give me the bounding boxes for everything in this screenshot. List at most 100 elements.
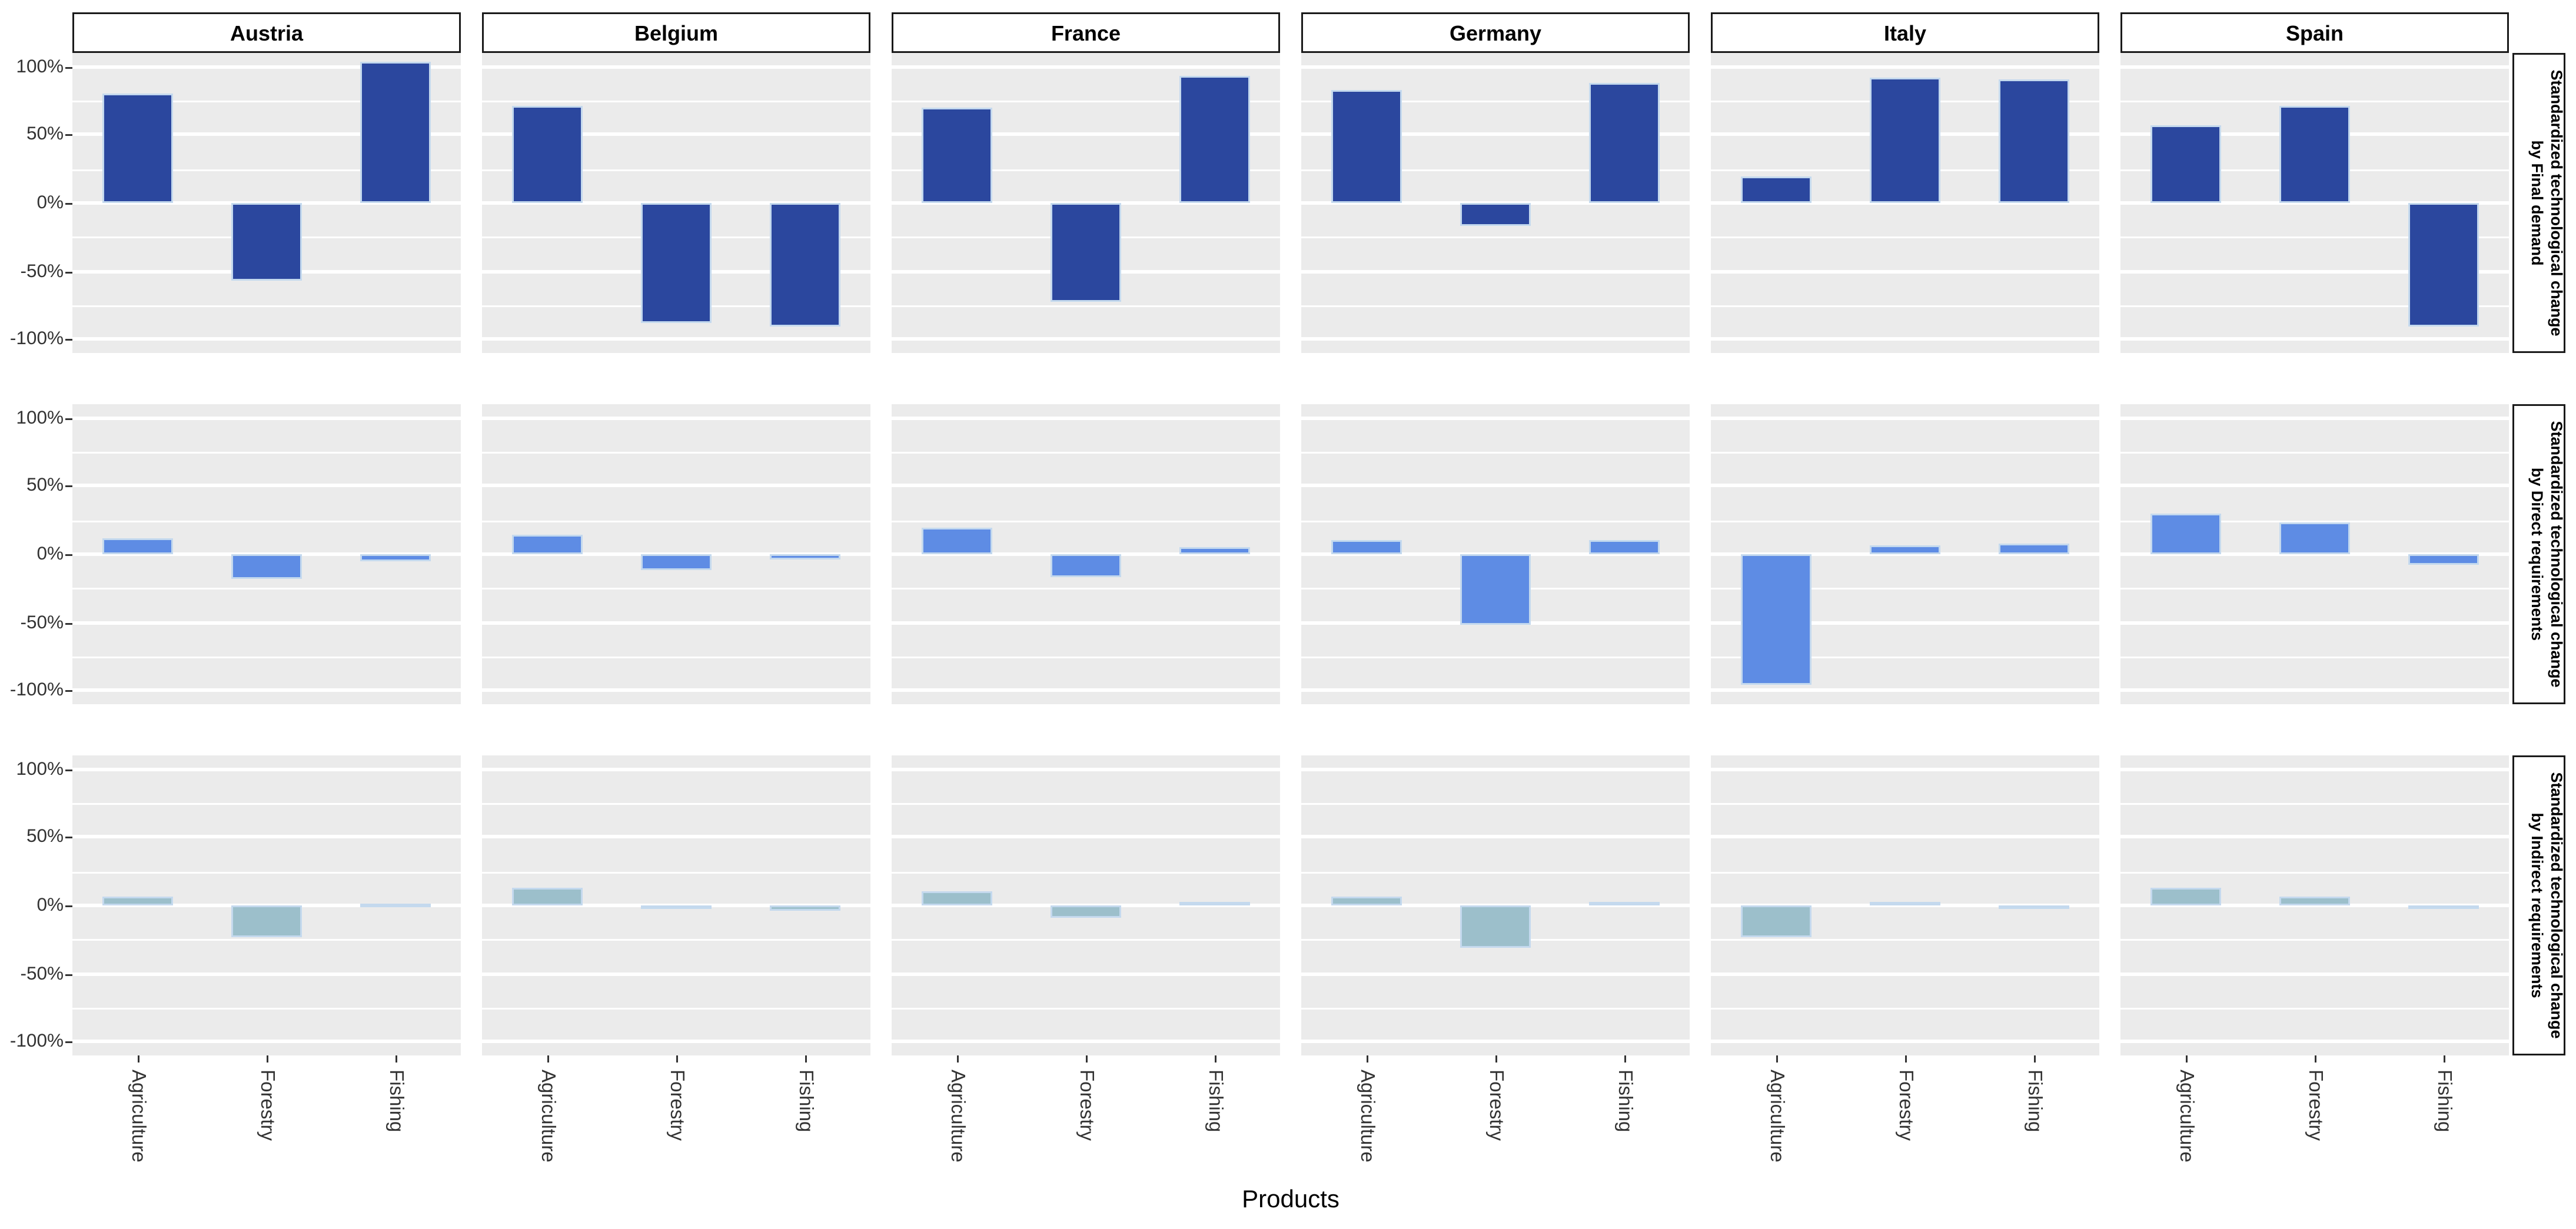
y-tick-mark [65,418,72,420]
facet-strip-label: Germany [1449,20,1542,45]
y-tick-mark [65,769,72,771]
major-gridline [1711,552,2099,556]
major-gridline [1301,484,1690,488]
x-tick-mark [1775,1055,1777,1063]
major-gridline [72,767,461,771]
y-tick-label: 50% [26,827,64,848]
major-gridline [1301,835,1690,840]
minor-gridline [2120,939,2509,941]
bar-france-forestry [1051,554,1121,578]
facet-strip-spain: Spain [2120,12,2509,53]
major-gridline [482,416,870,420]
x-tick-mark [137,1055,139,1063]
major-gridline [1301,416,1690,420]
major-gridline [1711,971,2099,975]
x-tick-mark [2444,1055,2446,1063]
x-tick-mark [1215,1055,1217,1063]
major-gridline [482,484,870,488]
bar-austria-forestry [231,203,302,281]
y-tick-mark [65,486,72,488]
major-gridline [1301,767,1690,771]
facet-strip-label: France [1051,20,1121,45]
minor-gridline [2120,452,2509,454]
facet-panel-germany-row1 [1301,53,1690,353]
minor-gridline [1301,520,1690,522]
minor-gridline [1301,803,1690,805]
major-gridline [1301,65,1690,69]
major-gridline [482,971,870,975]
facet-panel-italy-row2 [1711,404,2099,704]
major-gridline [482,767,870,771]
bar-france-forestry [1051,203,1121,301]
minor-gridline [892,871,1280,874]
major-gridline [482,620,870,624]
facet-strip-row-label: Standardized technological change by Dire… [2512,404,2566,704]
y-tick-mark [65,837,72,840]
minor-gridline [72,101,461,103]
minor-gridline [892,656,1280,658]
minor-gridline [1301,452,1690,454]
facet-panel-germany-row2 [1301,404,1690,704]
y-tick-label: -50% [20,962,64,984]
minor-gridline [482,520,870,522]
strip-label-line1: Standardized technological change [2548,772,2565,1039]
x-tick-label-forestry: Forestry [256,1070,277,1141]
minor-gridline [482,871,870,874]
major-gridline [2120,552,2509,556]
x-tick-mark [676,1055,678,1063]
facet-panel-belgium-row1 [482,53,870,353]
x-tick-label-forestry: Forestry [2304,1070,2325,1141]
minor-gridline [72,871,461,874]
minor-gridline [482,656,870,658]
minor-gridline [2120,803,2509,805]
bar-austria-fishing [360,62,431,203]
x-axis-title: Products [1242,1184,1339,1213]
y-tick-label: -100% [9,680,64,701]
major-gridline [72,971,461,975]
minor-gridline [1711,871,2099,874]
major-gridline [1301,269,1690,273]
major-gridline [1301,133,1690,137]
bar-spain-fishing [2408,905,2479,909]
major-gridline [2120,1040,2509,1044]
minor-gridline [72,305,461,307]
y-tick-label: 0% [36,544,64,565]
bar-belgium-fishing [770,203,841,326]
x-tick-mark [956,1055,958,1063]
minor-gridline [2120,101,2509,103]
major-gridline [1301,337,1690,341]
major-gridline [1711,484,2099,488]
major-gridline [1711,767,2099,771]
bar-spain-agriculture [2149,513,2221,554]
bar-germany-agriculture [1330,89,1401,203]
bar-austria-forestry [231,554,302,579]
facet-panel-austria-row1 [72,53,461,353]
major-gridline [892,971,1280,975]
y-tick-label: -100% [9,1031,64,1053]
major-gridline [482,337,870,341]
minor-gridline [1301,101,1690,103]
minor-gridline [1711,656,2099,658]
major-gridline [2120,620,2509,624]
y-tick-mark [65,66,72,69]
facet-panel-belgium-row3 [482,755,870,1055]
bar-france-agriculture [920,890,992,905]
y-tick-label: -100% [9,328,64,350]
facet-strip-austria: Austria [72,12,461,53]
facet-panel-austria-row3 [72,755,461,1055]
minor-gridline [1301,169,1690,171]
bar-germany-forestry [1460,203,1531,227]
x-tick-label-agriculture: Agriculture [536,1070,557,1163]
bar-spain-forestry [2279,522,2350,554]
major-gridline [1711,620,2099,624]
facet-strip-row-1 [2512,53,2565,353]
y-tick-mark [65,690,72,692]
bar-france-fishing [1179,902,1251,907]
x-tick-label-agriculture: Agriculture [126,1070,148,1163]
major-gridline [892,416,1280,420]
minor-gridline [1301,1007,1690,1010]
facet-panel-germany-row3 [1301,755,1690,1055]
facet-panel-france-row3 [892,755,1280,1055]
bar-france-fishing [1179,76,1251,203]
bar-belgium-forestry [641,554,712,571]
